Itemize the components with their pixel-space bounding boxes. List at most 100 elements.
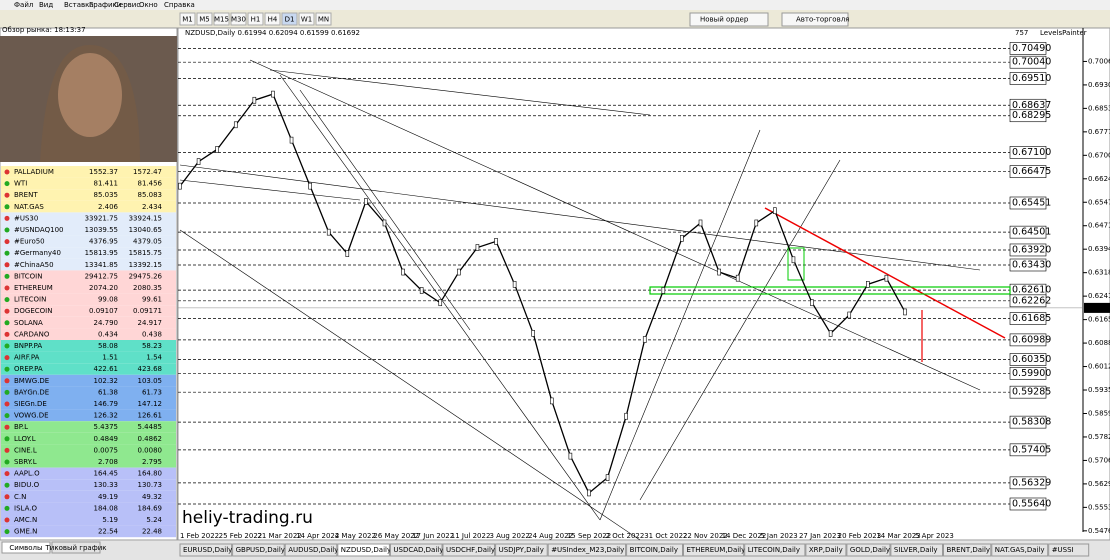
- symbol[interactable]: #Euro50: [14, 238, 45, 246]
- symbol-tab-label[interactable]: ETHEREUM,Daily: [687, 546, 746, 554]
- timeframe-label[interactable]: H1: [251, 16, 261, 24]
- timeframe-label[interactable]: M15: [214, 16, 229, 24]
- symbol-tab[interactable]: [495, 543, 548, 557]
- menu-item[interactable]: Вставка: [64, 1, 94, 9]
- symbol-tab[interactable]: [232, 543, 285, 557]
- watch-row[interactable]: [1, 374, 176, 387]
- new-order-button[interactable]: [689, 12, 769, 27]
- symbol-tab-label[interactable]: AUDUSD,Daily: [288, 546, 338, 554]
- timeframe-button[interactable]: [196, 12, 213, 26]
- symbol-tab-label[interactable]: LITECOIN,Daily: [748, 546, 800, 554]
- symbol[interactable]: AMC.N: [14, 516, 37, 524]
- symbol[interactable]: SOLANA: [14, 319, 43, 327]
- symbol-tab[interactable]: [442, 543, 496, 557]
- symbol-tab-label[interactable]: EURUSD,Daily: [183, 546, 232, 554]
- menu-item[interactable]: Сервис: [114, 1, 140, 9]
- watch-row[interactable]: [1, 479, 176, 491]
- symbol[interactable]: #US30: [14, 214, 38, 222]
- watch-row[interactable]: [1, 525, 176, 538]
- symbol[interactable]: C.N: [14, 493, 26, 501]
- symbol-tab-label[interactable]: BRENT,Daily: [947, 546, 991, 554]
- symbol-tab[interactable]: [805, 543, 847, 557]
- panel-tab[interactable]: [1, 541, 51, 554]
- timeframe-button[interactable]: [179, 12, 196, 26]
- timeframe-button[interactable]: [230, 12, 247, 26]
- watch-row[interactable]: [1, 293, 176, 306]
- watch-row[interactable]: [1, 235, 176, 248]
- menu-item[interactable]: Справка: [164, 1, 195, 9]
- menu-item[interactable]: Графики: [89, 1, 121, 9]
- symbol-tab[interactable]: [991, 543, 1049, 557]
- symbol-tab-label[interactable]: USDCHF,Daily: [446, 546, 495, 554]
- symbol-tab[interactable]: [337, 543, 390, 557]
- symbol-tab-label[interactable]: NZDUSD,Daily: [341, 546, 391, 554]
- watch-row[interactable]: [1, 305, 176, 317]
- auto-trading-button[interactable]: [781, 12, 849, 27]
- watch-row[interactable]: [1, 247, 176, 259]
- menu-item[interactable]: Файл: [14, 1, 33, 9]
- watch-row[interactable]: [1, 258, 176, 271]
- symbol[interactable]: AIRF.PA: [14, 354, 40, 362]
- symbol[interactable]: GME.N: [14, 528, 37, 536]
- watch-row[interactable]: [1, 386, 176, 398]
- symbol[interactable]: WTI: [14, 180, 27, 188]
- timeframe-label[interactable]: D1: [285, 16, 295, 24]
- symbol-tab[interactable]: [683, 543, 745, 557]
- timeframe-label[interactable]: MN: [318, 16, 329, 24]
- menu-item[interactable]: Окно: [139, 1, 158, 9]
- symbol-tab[interactable]: [389, 543, 443, 557]
- watch-row[interactable]: [1, 456, 176, 468]
- watch-row[interactable]: [1, 444, 176, 456]
- symbol[interactable]: #Germany40: [14, 249, 61, 257]
- timeframe-button[interactable]: [281, 12, 298, 26]
- watch-row[interactable]: [1, 212, 176, 224]
- symbol[interactable]: BMWG.DE: [14, 377, 49, 385]
- timeframe-button[interactable]: [298, 12, 315, 26]
- menu-item[interactable]: Вид: [39, 1, 53, 9]
- watch-row[interactable]: [1, 166, 176, 178]
- symbol[interactable]: BNPP.PA: [14, 342, 42, 350]
- timeframe-label[interactable]: M30: [231, 16, 246, 24]
- symbol[interactable]: AAPL.O: [14, 470, 40, 478]
- watch-row[interactable]: [1, 514, 176, 526]
- watch-row[interactable]: [1, 316, 176, 329]
- watch-row[interactable]: [1, 490, 176, 503]
- watch-row[interactable]: [1, 340, 176, 352]
- timeframe-label[interactable]: M5: [199, 16, 210, 24]
- timeframe-button[interactable]: [247, 12, 264, 26]
- symbol-tab-label[interactable]: XRP,Daily: [809, 546, 843, 554]
- timeframe-button[interactable]: [315, 12, 332, 26]
- watch-row[interactable]: [1, 421, 176, 433]
- watch-row[interactable]: [1, 200, 176, 213]
- symbol-tab[interactable]: [846, 543, 891, 557]
- symbol-tab-label[interactable]: #USIndex_M23,Daily: [551, 546, 624, 554]
- symbol-tab-label[interactable]: GBPUSD,Daily: [236, 546, 285, 554]
- watch-row[interactable]: [1, 409, 176, 422]
- watch-row[interactable]: [1, 351, 176, 364]
- symbol[interactable]: OREP.PA: [14, 365, 43, 373]
- symbol-tab[interactable]: [547, 543, 627, 557]
- symbol[interactable]: #ChinaA50: [14, 261, 54, 269]
- watch-row[interactable]: [1, 224, 176, 236]
- symbol-tab[interactable]: [943, 543, 992, 557]
- auto-trading-label[interactable]: Авто-торговля: [796, 16, 849, 24]
- symbol[interactable]: LLOY.L: [14, 435, 36, 443]
- new-order-label[interactable]: Новый ордер: [700, 16, 749, 24]
- watch-row[interactable]: [1, 467, 176, 480]
- symbol[interactable]: BIDU.O: [14, 481, 40, 489]
- timeframe-label[interactable]: W1: [301, 16, 312, 24]
- watch-row[interactable]: [1, 502, 176, 514]
- symbol[interactable]: BAYGn.DE: [14, 388, 49, 396]
- symbol-tab[interactable]: [890, 543, 944, 557]
- symbol-tab-label[interactable]: NAT.GAS,Daily: [995, 546, 1045, 554]
- symbol[interactable]: SBRY.L: [14, 458, 37, 466]
- symbol-tab[interactable]: [284, 543, 338, 557]
- watch-row[interactable]: [1, 177, 176, 190]
- symbol-tab-label[interactable]: #USSI: [1052, 546, 1074, 554]
- watch-row[interactable]: [1, 270, 176, 282]
- panel-tab[interactable]: [51, 541, 101, 554]
- timeframe-label[interactable]: H4: [268, 16, 278, 24]
- symbol-tab[interactable]: [179, 543, 233, 557]
- symbol[interactable]: CINE.L: [14, 446, 37, 454]
- watch-row[interactable]: [1, 282, 176, 294]
